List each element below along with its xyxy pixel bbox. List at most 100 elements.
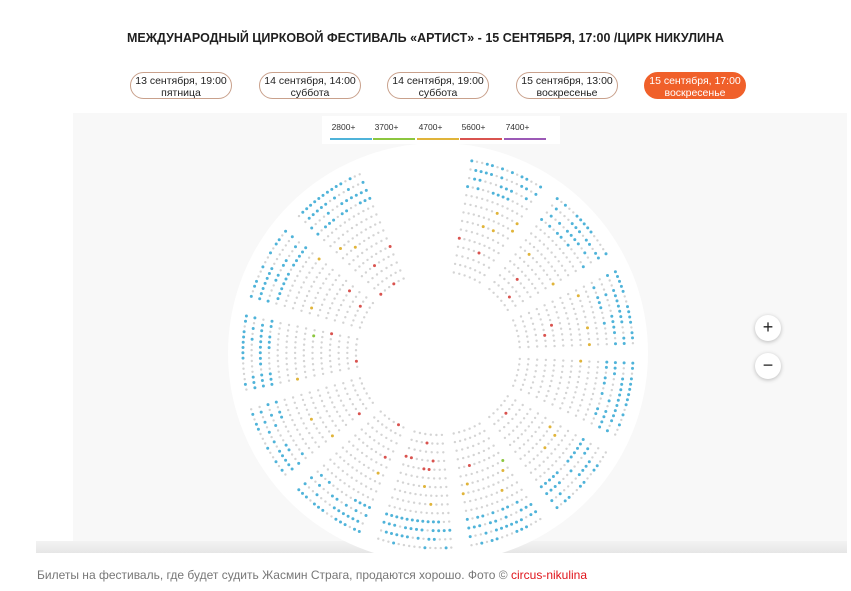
seat[interactable] — [452, 271, 455, 274]
seat[interactable] — [341, 233, 345, 236]
seat[interactable] — [611, 320, 615, 324]
seat[interactable] — [362, 387, 366, 390]
seat[interactable] — [520, 194, 523, 198]
seat[interactable] — [330, 494, 334, 498]
seat[interactable] — [302, 349, 305, 352]
seat[interactable] — [250, 359, 253, 363]
seat[interactable] — [370, 458, 373, 461]
seat[interactable] — [481, 161, 484, 165]
seat[interactable] — [527, 264, 530, 267]
seat[interactable] — [413, 448, 416, 451]
seat[interactable] — [537, 390, 540, 394]
seat[interactable] — [377, 231, 380, 234]
seat[interactable] — [388, 285, 391, 289]
seat[interactable] — [302, 359, 306, 363]
seat[interactable] — [320, 229, 323, 232]
seat[interactable] — [297, 488, 301, 492]
seat[interactable] — [526, 368, 529, 371]
seat[interactable] — [324, 500, 327, 503]
seat[interactable] — [340, 212, 344, 216]
seat[interactable] — [412, 483, 415, 487]
seat[interactable] — [418, 502, 421, 505]
seat[interactable] — [333, 196, 336, 200]
seat[interactable] — [250, 408, 253, 411]
seat[interactable] — [622, 361, 626, 365]
seat[interactable] — [376, 419, 380, 423]
seat[interactable] — [543, 232, 546, 235]
seat[interactable] — [477, 451, 481, 455]
seat[interactable] — [368, 435, 372, 439]
seat[interactable] — [527, 357, 530, 361]
seat[interactable] — [474, 205, 478, 208]
seat[interactable] — [450, 546, 453, 549]
seat[interactable] — [563, 214, 566, 218]
seat[interactable] — [457, 431, 461, 434]
seat[interactable] — [599, 243, 602, 246]
seat[interactable] — [368, 397, 371, 400]
seat[interactable] — [610, 388, 613, 392]
seat[interactable] — [481, 197, 484, 201]
seat[interactable] — [473, 278, 476, 281]
seat[interactable] — [324, 202, 328, 206]
seat[interactable] — [318, 308, 322, 312]
seat[interactable] — [530, 317, 533, 320]
seat[interactable] — [533, 328, 536, 331]
seat[interactable] — [251, 370, 254, 373]
seat[interactable] — [524, 464, 527, 467]
seat[interactable] — [574, 391, 577, 394]
seat[interactable] — [506, 227, 510, 230]
seat[interactable] — [586, 326, 589, 330]
seat[interactable] — [258, 356, 262, 360]
seat[interactable] — [272, 284, 275, 287]
seat[interactable] — [483, 244, 486, 247]
seat[interactable] — [272, 440, 276, 444]
seat[interactable] — [552, 228, 555, 231]
seat[interactable] — [483, 273, 486, 277]
seat[interactable] — [335, 389, 338, 392]
seat[interactable] — [553, 269, 557, 272]
seat[interactable] — [313, 329, 316, 332]
seat[interactable] — [443, 468, 447, 471]
seat[interactable] — [371, 301, 375, 305]
seat[interactable] — [294, 245, 297, 249]
seat[interactable] — [356, 337, 359, 341]
seat[interactable] — [310, 396, 313, 399]
seat[interactable] — [562, 359, 565, 362]
seat[interactable] — [343, 523, 347, 527]
seat[interactable] — [544, 416, 547, 420]
seat[interactable] — [301, 437, 304, 441]
seat[interactable] — [318, 431, 321, 435]
seat[interactable] — [605, 343, 608, 346]
seat[interactable] — [404, 526, 407, 530]
seat[interactable] — [286, 374, 290, 377]
seat[interactable] — [473, 462, 476, 466]
seat[interactable] — [303, 482, 307, 486]
seat[interactable] — [487, 266, 491, 269]
seat[interactable] — [585, 382, 588, 385]
seat[interactable] — [510, 180, 514, 184]
seat[interactable] — [472, 453, 475, 457]
seat[interactable] — [534, 192, 538, 196]
seat[interactable] — [515, 511, 518, 514]
seat[interactable] — [555, 231, 559, 235]
seat[interactable] — [596, 239, 599, 242]
seat[interactable] — [472, 444, 475, 448]
seat[interactable] — [287, 239, 291, 243]
seat[interactable] — [501, 234, 505, 237]
seat[interactable] — [258, 345, 262, 349]
seat[interactable] — [525, 207, 528, 211]
seat[interactable] — [518, 346, 521, 349]
seat[interactable] — [592, 286, 596, 290]
seat[interactable] — [486, 513, 490, 516]
seat[interactable] — [505, 534, 509, 537]
seat[interactable] — [281, 234, 284, 237]
seat[interactable] — [630, 372, 634, 375]
seat[interactable] — [577, 375, 581, 379]
seat[interactable] — [506, 197, 510, 201]
seat[interactable] — [519, 518, 523, 522]
seat[interactable] — [284, 425, 288, 428]
seat[interactable] — [318, 219, 321, 222]
seat[interactable] — [289, 268, 293, 271]
seat[interactable] — [510, 189, 513, 193]
seat[interactable] — [478, 422, 481, 425]
